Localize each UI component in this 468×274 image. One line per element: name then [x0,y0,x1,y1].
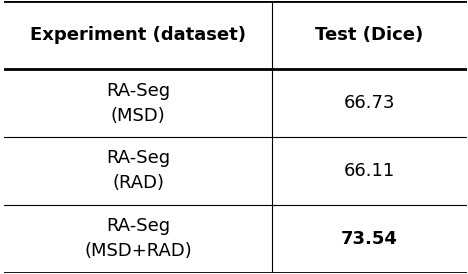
Text: RA-Seg
(RAD): RA-Seg (RAD) [106,149,170,192]
Text: 66.73: 66.73 [344,94,395,112]
Text: RA-Seg
(MSD): RA-Seg (MSD) [106,82,170,125]
Text: 73.54: 73.54 [341,230,398,248]
Text: Test (Dice): Test (Dice) [315,26,424,44]
Text: RA-Seg
(MSD+RAD): RA-Seg (MSD+RAD) [84,217,192,260]
Text: 66.11: 66.11 [344,162,395,180]
Text: Experiment (dataset): Experiment (dataset) [30,26,246,44]
